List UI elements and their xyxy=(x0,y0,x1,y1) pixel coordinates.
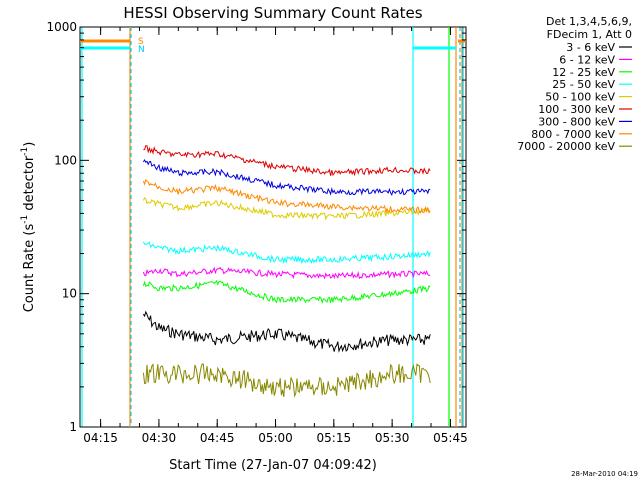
series-line xyxy=(142,363,431,398)
legend-header-2: FDecim 1, Att 0 xyxy=(547,28,632,41)
legend-label: 25 - 50 keV xyxy=(552,78,615,91)
legend-label: 300 - 800 keV xyxy=(538,115,615,128)
series-line xyxy=(142,266,431,280)
y-label-sup-1: -1 xyxy=(20,215,30,224)
x-tick-label: 05:45 xyxy=(433,431,468,445)
x-tick-label: 04:15 xyxy=(83,431,118,445)
chart-title: HESSI Observing Summary Count Rates xyxy=(123,4,422,22)
legend-label: 800 - 7000 keV xyxy=(531,128,615,141)
x-tick-label: 05:00 xyxy=(258,431,293,445)
y-tick-label: 100 xyxy=(54,153,77,167)
legend-header-1: Det 1,3,4,5,6,9, xyxy=(546,15,632,28)
plot-frame xyxy=(79,26,467,428)
plot-guides xyxy=(80,27,466,427)
legend-label: 50 - 100 keV xyxy=(545,91,615,104)
legend: Det 1,3,4,5,6,9, FDecim 1, Att 0 3 - 6 k… xyxy=(517,15,632,153)
series-line xyxy=(143,145,431,177)
series-group xyxy=(142,145,431,398)
legend-label: 7000 - 20000 keV xyxy=(517,140,615,153)
x-tick-label: 05:30 xyxy=(375,431,410,445)
y-tick-label: 1 xyxy=(69,420,77,434)
legend-label: 6 - 12 keV xyxy=(559,53,615,66)
y-tick-label: 1000 xyxy=(46,20,77,34)
series-line xyxy=(142,241,431,265)
x-tick-label: 05:15 xyxy=(317,431,352,445)
legend-label: 12 - 25 keV xyxy=(552,66,615,79)
series-line xyxy=(142,279,431,305)
y-label-part-3: ) xyxy=(22,142,37,147)
flag-label-s: S xyxy=(138,37,144,47)
series-line xyxy=(142,310,431,353)
legend-label: 100 - 300 keV xyxy=(538,103,615,116)
legend-label: 3 - 6 keV xyxy=(566,41,615,54)
x-tick-label: 04:45 xyxy=(200,431,235,445)
series-line xyxy=(142,196,431,221)
y-axis-label: Count Rate (s-1 detector-1) xyxy=(20,142,37,313)
flag-labels: S N xyxy=(138,37,145,55)
y-tick-label: 10 xyxy=(62,287,77,301)
flag-label-n: N xyxy=(138,45,145,55)
x-tick-label: 04:30 xyxy=(142,431,177,445)
series-line xyxy=(142,178,431,214)
axis-ticks: 04:15 04:30 04:45 05:00 05:15 05:30 05:45 1 10 10… xyxy=(46,20,467,445)
y-label-sup-2: -1 xyxy=(20,147,30,156)
y-label-part-1: Count Rate (s xyxy=(22,224,37,313)
generation-timestamp: 28-Mar-2010 04:19 xyxy=(571,470,638,478)
series-line xyxy=(142,158,431,197)
y-label-part-2: detector xyxy=(22,155,37,215)
x-axis-label: Start Time (27-Jan-07 04:09:42) xyxy=(169,458,377,473)
